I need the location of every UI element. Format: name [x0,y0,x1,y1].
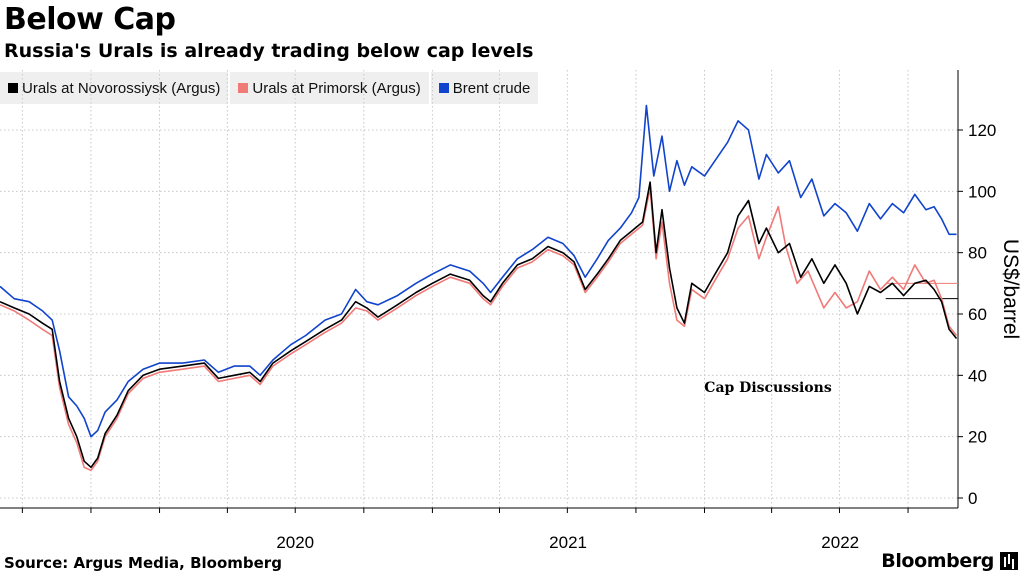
series-line-urals-novorossiysk [0,181,958,469]
y-tick-label: 80 [968,244,987,263]
chart-title: Below Cap [4,2,176,37]
brand-mark: Bloomberg [881,550,1018,572]
series-line-brent [0,104,957,438]
y-tick-label: 20 [968,428,987,447]
legend: Urals at Novorossiysk (Argus) Urals at P… [0,72,539,104]
legend-label-urals-primorsk: Urals at Primorsk (Argus) [252,79,421,97]
y-tick-label: 60 [968,305,987,324]
bloomberg-logo-icon [1000,552,1018,570]
legend-item-urals-novorossiysk[interactable]: Urals at Novorossiysk (Argus) [0,72,229,104]
legend-label-brent: Brent crude [452,79,531,97]
legend-swatch-urals-primorsk [238,83,249,93]
source-note: Source: Argus Media, Bloomberg [4,554,282,572]
y-tick-label: 0 [968,489,977,508]
annotation-cap-discussions: Cap Discussions [704,380,832,396]
legend-item-brent[interactable]: Brent crude [430,72,539,104]
legend-item-urals-primorsk[interactable]: Urals at Primorsk (Argus) [230,72,429,104]
y-tick-label: 100 [968,182,996,201]
y-axis-label: US$/barrel [999,239,1022,339]
brand-name: Bloomberg [881,550,994,572]
x-tick-label: 2022 [821,533,859,552]
y-tick-label: 120 [968,121,996,140]
chart-subtitle: Russia's Urals is already trading below … [4,40,534,62]
legend-swatch-urals-novorossiysk [8,83,18,93]
y-tick-label: 40 [968,366,987,385]
legend-swatch-brent [438,83,449,93]
x-tick-label: 2021 [549,533,587,552]
series-line-urals-primorsk [0,187,958,472]
legend-label-urals-novorossiysk: Urals at Novorossiysk (Argus) [22,79,221,97]
x-tick-label: 2020 [276,533,314,552]
